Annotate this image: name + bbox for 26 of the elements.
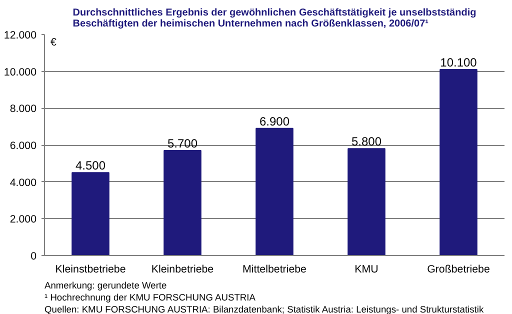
y-tick-label: 10.000 bbox=[4, 66, 37, 78]
data-label: 10.100 bbox=[440, 55, 478, 70]
bar bbox=[348, 148, 386, 256]
y-tick-label: 12.000 bbox=[4, 30, 37, 42]
x-tick-label: Mittelbetriebe bbox=[242, 264, 307, 276]
y-tick-label: 0 bbox=[30, 250, 37, 262]
x-tick-label: Kleinstbetriebe bbox=[55, 264, 126, 276]
data-label: 5.700 bbox=[167, 136, 198, 151]
data-label: 4.500 bbox=[75, 158, 106, 173]
x-tick-label: Großbetriebe bbox=[427, 264, 490, 276]
y-axis-title: € bbox=[50, 36, 56, 48]
bar bbox=[164, 150, 202, 256]
data-label: 5.800 bbox=[351, 134, 382, 149]
y-tick-label: 8.000 bbox=[10, 103, 37, 116]
bar bbox=[440, 68, 478, 256]
bar bbox=[72, 172, 110, 256]
y-tick-label: 2.000 bbox=[10, 214, 37, 226]
text: ¹ Hochrechnung der KMU FORSCHUNG AUSTRIA bbox=[44, 292, 256, 302]
y-tick-label: 4.000 bbox=[10, 176, 37, 189]
x-tick-label: Kleinbetriebe bbox=[151, 264, 214, 276]
data-label: 6.900 bbox=[259, 114, 290, 128]
text: Anmerkung: gerundete Werte bbox=[44, 280, 167, 290]
x-tick-label: KMU bbox=[354, 264, 378, 276]
y-tick-label: 6.000 bbox=[10, 140, 37, 152]
bar bbox=[256, 128, 294, 256]
chart-title: Durchschnittliches Ergebnis der gewöhnlichen Geschäftstätigkeit je unselbstständig Beschäftigten der heimischen Unternehmen nach Größenklassen, 2006/07¹ bbox=[72, 8, 476, 30]
